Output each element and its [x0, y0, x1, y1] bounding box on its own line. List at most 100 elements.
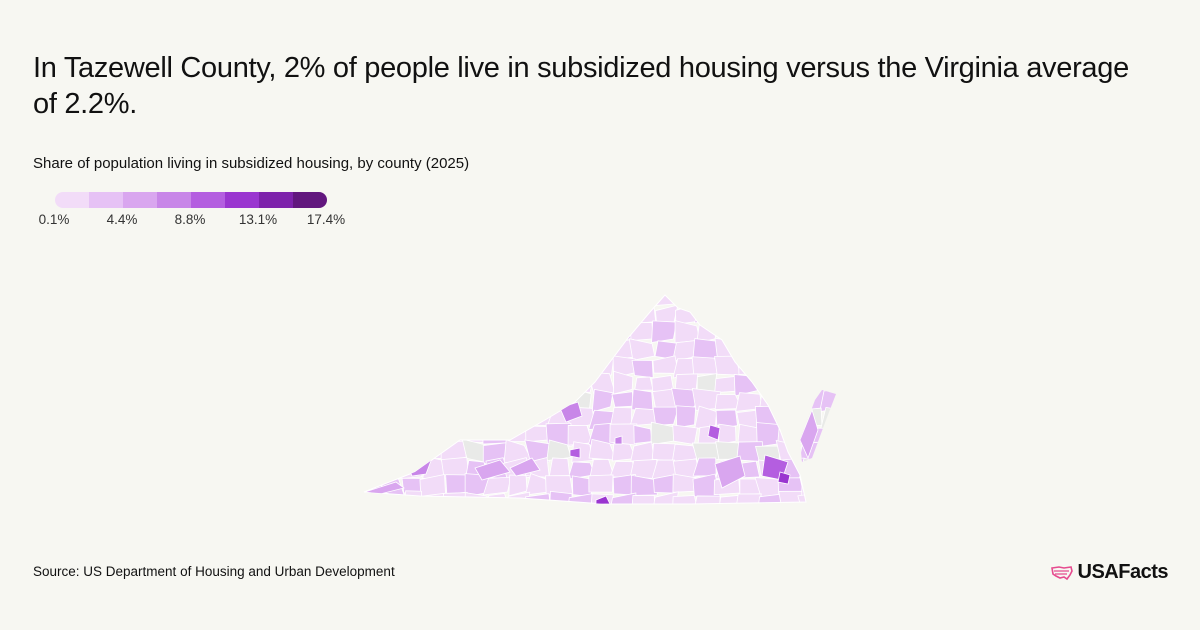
county-region	[380, 355, 406, 374]
county-region	[634, 376, 654, 391]
county-region	[441, 353, 465, 378]
county-region	[819, 302, 836, 326]
county-region	[378, 321, 405, 344]
county-region	[422, 409, 445, 428]
legend-tick-labels: 0.1% 4.4% 8.8% 13.1% 17.4%	[39, 212, 355, 230]
county-region	[548, 343, 573, 361]
county-region-high	[799, 408, 819, 460]
legend-tick-label: 0.1%	[38, 212, 70, 227]
county-region	[718, 423, 737, 445]
county-region-high	[614, 435, 623, 445]
county-region	[364, 324, 385, 345]
county-region	[565, 340, 592, 362]
county-region	[441, 295, 466, 312]
legend-swatch	[259, 192, 293, 208]
county-region	[524, 322, 551, 345]
county-region	[592, 323, 615, 345]
county-region	[777, 387, 805, 413]
county-region	[613, 370, 634, 395]
county-region	[377, 408, 405, 429]
county-region	[734, 295, 763, 312]
county-region	[379, 339, 404, 357]
county-region	[797, 337, 822, 362]
county-region	[483, 305, 512, 329]
county-region	[565, 295, 593, 311]
county-region	[398, 324, 424, 343]
legend-color-scale	[55, 192, 355, 208]
legend-swatch	[123, 192, 157, 208]
county-region-high	[595, 495, 611, 504]
county-region	[482, 425, 510, 445]
county-region	[504, 408, 531, 430]
county-region	[377, 303, 406, 325]
county-region	[544, 295, 571, 309]
county-region	[777, 306, 805, 325]
county-region	[504, 295, 532, 310]
county-region	[546, 356, 570, 376]
county-region	[398, 406, 426, 429]
county-region	[504, 338, 532, 362]
county-region	[566, 370, 595, 393]
county-region	[822, 295, 836, 309]
county-region	[801, 355, 823, 378]
county-region	[818, 493, 836, 504]
county-region	[567, 425, 593, 446]
county-region	[818, 321, 836, 342]
county-region	[399, 305, 424, 326]
county-region	[611, 391, 634, 408]
county-region	[420, 339, 448, 361]
county-region	[819, 390, 836, 413]
county-region	[798, 372, 823, 394]
legend-swatch	[293, 192, 327, 208]
county-region	[571, 319, 595, 345]
county-region	[508, 307, 528, 327]
county-region	[779, 339, 804, 362]
color-legend: 0.1% 4.4% 8.8% 13.1% 17.4%	[39, 192, 355, 230]
county-region	[589, 307, 615, 324]
county-region	[524, 493, 552, 504]
county-region	[757, 493, 784, 504]
county-region	[608, 295, 633, 306]
county-region	[778, 371, 803, 392]
headline: In Tazewell County, 2% of people live in…	[33, 52, 1129, 120]
county-region	[419, 295, 445, 309]
county-region	[714, 295, 740, 309]
county-region-high	[569, 447, 581, 459]
county-region	[419, 320, 449, 343]
county-region	[588, 340, 613, 360]
map-subtitle: Share of population living in subsidized…	[33, 155, 470, 172]
county-region	[628, 338, 656, 361]
county-region	[364, 472, 383, 498]
county-region-high	[714, 455, 746, 489]
legend-swatch	[157, 192, 191, 208]
county-region	[756, 340, 785, 363]
county-region	[403, 353, 427, 376]
county-region	[526, 304, 550, 327]
county-region	[525, 295, 553, 310]
county-region	[692, 295, 716, 310]
county-region	[397, 339, 426, 358]
county-region	[463, 356, 490, 379]
county-region	[800, 295, 825, 310]
county-region	[630, 474, 658, 496]
county-region-high	[474, 459, 511, 481]
county-region	[525, 341, 549, 360]
county-region	[420, 303, 445, 327]
county-region	[631, 359, 654, 379]
county-region	[399, 295, 428, 311]
county-region	[545, 475, 574, 496]
county-region	[364, 460, 385, 480]
county-region	[483, 359, 511, 377]
county-region	[546, 373, 573, 394]
county-region	[485, 492, 511, 504]
county-region	[441, 322, 469, 340]
county-region	[422, 356, 448, 380]
county-region	[761, 321, 781, 343]
usafacts-logo: USAFacts	[1050, 561, 1169, 584]
county-region	[526, 370, 548, 396]
county-region	[464, 492, 490, 504]
county-region	[364, 425, 385, 443]
county-region	[545, 324, 571, 342]
legend-tick-label: 8.8%	[174, 212, 206, 227]
county-region	[734, 303, 760, 325]
